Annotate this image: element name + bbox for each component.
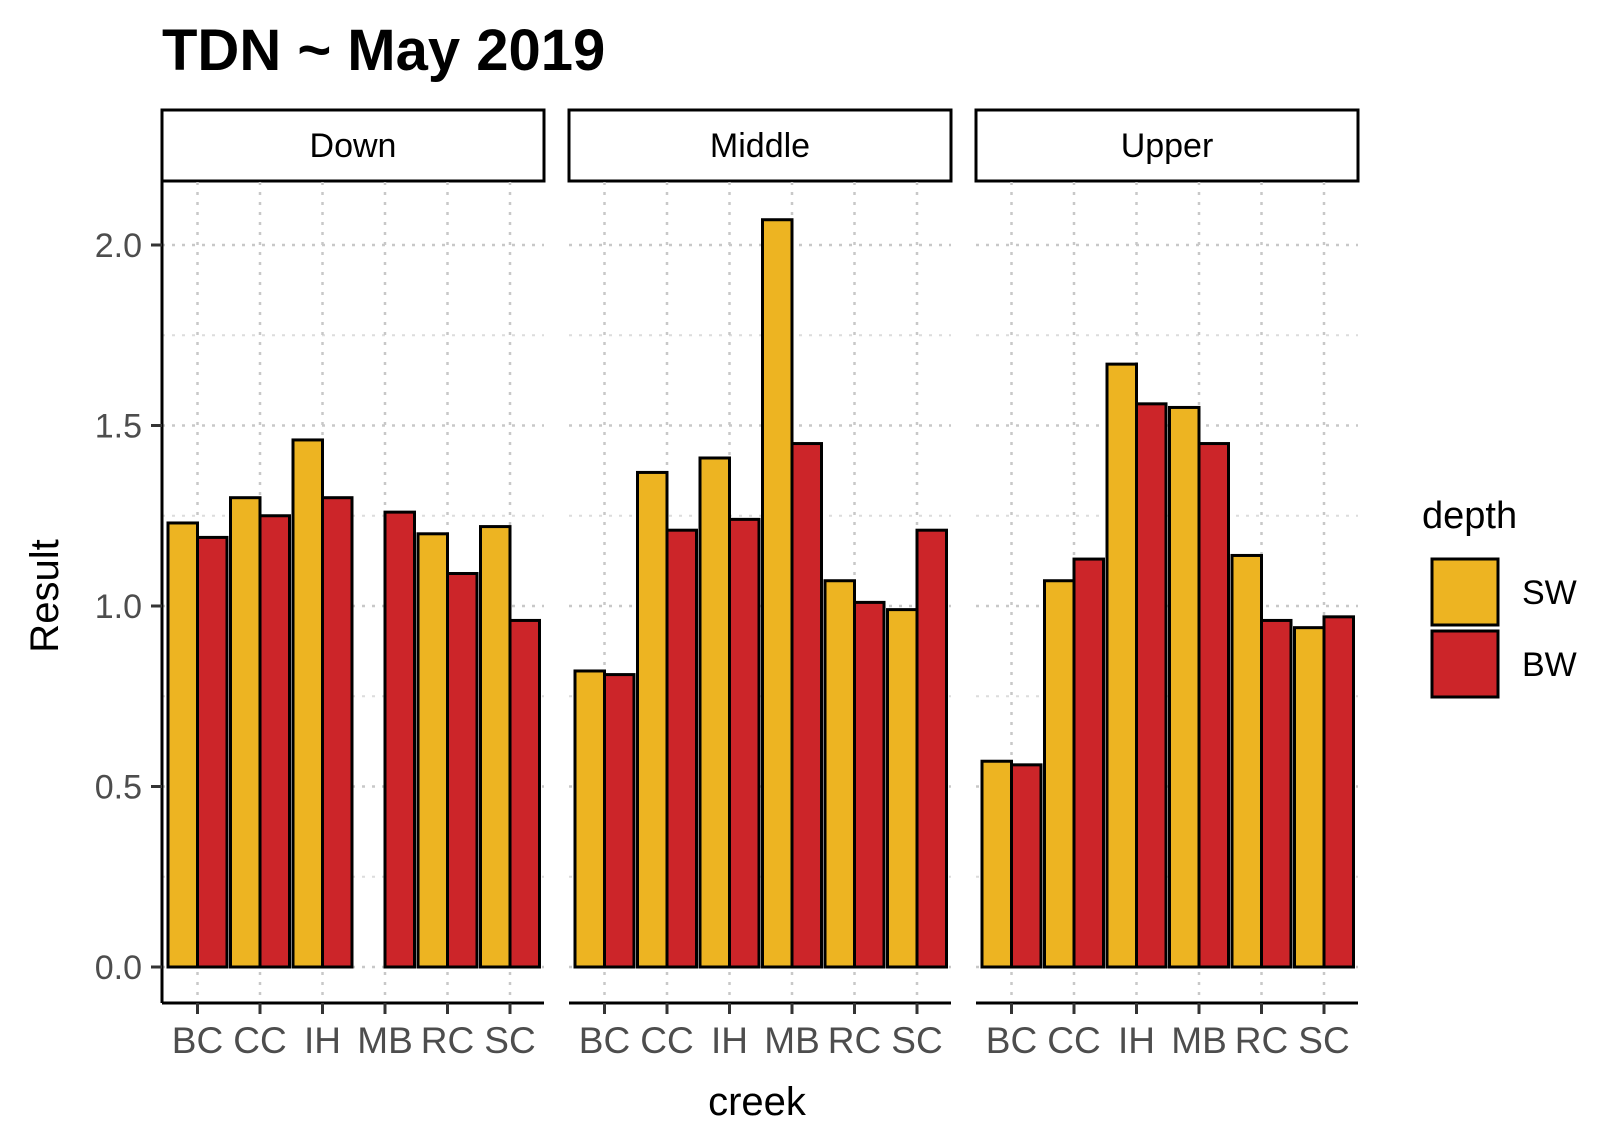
legend-key-sw	[1430, 557, 1500, 627]
facet-panel-middle: Middle BC CC IH MB RC SC	[567, 108, 953, 1061]
x-tick-label: RC	[828, 1020, 881, 1061]
bars	[573, 218, 948, 969]
bar-middle-bc-bw	[603, 673, 636, 969]
bar-upper-mb-bw	[1197, 442, 1230, 969]
x-tick-label: SC	[484, 1020, 535, 1061]
bar-down-cc-bw	[258, 514, 291, 969]
facet-panel-down: Down BC CC IH MB RC SC	[160, 108, 546, 1061]
x-tick-label: MB	[764, 1020, 820, 1061]
y-axis-label: Result	[23, 539, 67, 652]
bar-down-sc-bw	[508, 618, 541, 969]
y-tick-label: 1.0	[95, 588, 142, 626]
bar-down-sc-sw	[479, 525, 512, 969]
legend-key-bw	[1430, 629, 1500, 699]
x-tick-label: BC	[986, 1020, 1037, 1061]
legend-label-sw: SW	[1522, 574, 1577, 612]
bar-middle-rc-bw	[853, 600, 886, 969]
bar-down-mb-bw	[383, 510, 416, 969]
bar-down-cc-sw	[229, 496, 262, 969]
bar-middle-sc-sw	[886, 608, 919, 969]
bar-upper-cc-sw	[1043, 579, 1076, 969]
legend-label-bw: BW	[1522, 646, 1577, 684]
y-tick-label: 0.5	[95, 769, 142, 807]
bar-middle-ih-sw	[698, 456, 731, 969]
facet-strip-label: Down	[310, 127, 397, 165]
bar-down-bc-bw	[196, 535, 229, 969]
y-tick-label: 2.0	[95, 227, 142, 265]
facet-panel-upper: Upper BC CC IH MB RC SC	[974, 108, 1360, 1061]
x-tick-label: RC	[1235, 1020, 1288, 1061]
x-tick-label: MB	[357, 1020, 413, 1061]
facet-strip	[160, 108, 546, 183]
bar-middle-ih-bw	[728, 517, 761, 969]
bar-upper-rc-sw	[1230, 553, 1263, 969]
bar-upper-sc-bw	[1322, 615, 1355, 969]
chart-title: TDN ~ May 2019	[162, 18, 605, 83]
bar-middle-cc-bw	[665, 528, 698, 969]
bar-down-rc-sw	[416, 532, 449, 969]
bars	[980, 362, 1355, 969]
bar-upper-bc-sw	[980, 759, 1013, 969]
x-tick-label: RC	[421, 1020, 474, 1061]
bar-upper-ih-sw	[1105, 362, 1138, 969]
x-tick-label: IH	[711, 1020, 748, 1061]
bars	[166, 438, 541, 969]
facet-strip-label: Upper	[1121, 127, 1214, 165]
facet-strip-label: Middle	[710, 127, 810, 165]
bar-upper-rc-bw	[1260, 618, 1293, 969]
bar-down-ih-bw	[321, 496, 354, 969]
bar-down-rc-bw	[446, 572, 479, 969]
x-tick-label: IH	[1118, 1020, 1155, 1061]
bar-upper-bc-bw	[1010, 763, 1043, 969]
bar-upper-cc-bw	[1072, 557, 1105, 969]
bar-down-ih-sw	[291, 438, 324, 969]
x-tick-label: BC	[579, 1020, 630, 1061]
x-tick-label: CC	[640, 1020, 693, 1061]
x-tick-label: CC	[1047, 1020, 1100, 1061]
bar-upper-ih-bw	[1135, 402, 1168, 969]
legend-title: depth	[1422, 495, 1517, 537]
x-tick-label: CC	[233, 1020, 286, 1061]
bar-middle-sc-bw	[915, 528, 948, 969]
y-tick-label: 0.0	[95, 949, 142, 987]
bar-down-bc-sw	[166, 521, 199, 969]
x-tick-label: IH	[304, 1020, 341, 1061]
bar-middle-bc-sw	[573, 669, 606, 969]
bar-middle-mb-bw	[790, 442, 823, 969]
bar-upper-sc-sw	[1293, 626, 1326, 969]
bar-upper-mb-sw	[1168, 405, 1201, 969]
facet-strip	[974, 108, 1360, 183]
y-axis: 0.0 0.5 1.0 1.5 2.0	[95, 182, 164, 1003]
bar-middle-cc-sw	[636, 470, 669, 969]
facet-strip	[567, 108, 953, 183]
x-axis-label: creek	[708, 1080, 807, 1124]
x-tick-label: MB	[1171, 1020, 1227, 1061]
x-tick-label: BC	[172, 1020, 223, 1061]
legend: depth SW BW	[1422, 495, 1577, 699]
bar-middle-rc-sw	[823, 579, 856, 969]
x-tick-label: SC	[1298, 1020, 1349, 1061]
x-tick-label: SC	[891, 1020, 942, 1061]
bar-middle-mb-sw	[761, 218, 794, 969]
y-tick-label: 1.5	[95, 408, 142, 446]
